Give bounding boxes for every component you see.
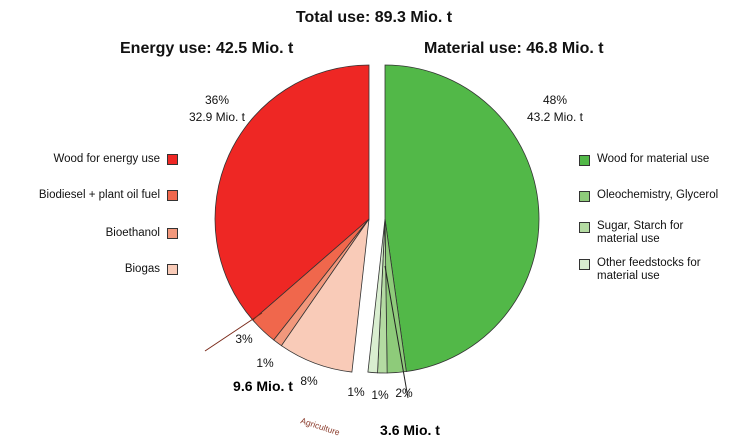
legend-swatch: [167, 227, 178, 239]
legend-swatch: [579, 155, 590, 166]
legend-label: Wood for material use: [597, 153, 710, 165]
slice-label-wood-energy-percent: 36%: [205, 93, 229, 107]
legend-swatch: [167, 189, 178, 201]
slice-label-wood-energy-amount: 32.9 Mio. t: [189, 110, 246, 124]
slice-label-biogas: 8%: [300, 374, 318, 388]
legend-item-wood-energy: Wood for energy use: [53, 153, 178, 165]
legend-swatch: [579, 259, 590, 270]
legend-item-oleochemistry: Oleochemistry, Glycerol: [579, 189, 747, 202]
chart-title: Total use: 89.3 Mio. t: [295, 9, 453, 26]
legend-label: Bioethanol: [105, 227, 160, 239]
slice-label-oleochemistry: 2%: [395, 386, 413, 400]
slice-label-wood-material-percent: 48%: [543, 93, 567, 107]
pie-slice-wood-for-material-use: [384, 64, 540, 372]
slice-label-sugar-starch: 1%: [371, 388, 389, 402]
energy-use-subtitle: Energy use: 42.5 Mio. t: [120, 40, 294, 57]
slice-label-other-feedstocks: 1%: [347, 385, 365, 399]
slice-label-wood-material-amount: 43.2 Mio. t: [527, 110, 584, 124]
slice-label-biodiesel: 3%: [235, 332, 253, 346]
legend-swatch: [167, 263, 178, 275]
legend-item-sugar-starch: Sugar, Starch for material use: [579, 220, 715, 246]
legend-label: Biogas: [124, 263, 160, 275]
legend-item-wood-material: Wood for material use: [579, 153, 747, 166]
legend-swatch: [579, 222, 590, 233]
pie-slice-wood-for-energy-use: [214, 64, 370, 321]
energy-agriculture-total: 9.6 Mio. t: [233, 378, 293, 394]
legend-label: Oleochemistry, Glycerol: [597, 189, 719, 201]
legend-label: Other feedstocks for material use: [597, 257, 701, 282]
material-use-subtitle: Material use: 46.8 Mio. t: [424, 40, 604, 57]
legend-label: Biodiesel + plant oil fuel: [38, 189, 160, 201]
pie-slice-other-feedstocks-for-material-use: [367, 218, 386, 374]
material-agriculture-total: 3.6 Mio. t: [380, 422, 440, 438]
slice-label-bioethanol: 1%: [256, 356, 274, 370]
legend-swatch: [579, 191, 590, 202]
legend-item-bioethanol: Bioethanol: [106, 227, 178, 239]
material-agriculture-leader: [384, 265, 409, 399]
legend-item-other-feedstocks: Other feedstocks for material use: [579, 257, 715, 283]
legend-label: Sugar, Starch for material use: [597, 220, 684, 245]
energy-agriculture-leader: [204, 312, 263, 352]
legend-swatch: [167, 153, 178, 165]
agriculture-annotation: Agriculture: [299, 415, 341, 437]
legend-item-biodiesel: Biodiesel + plant oil fuel: [39, 189, 178, 201]
pie-slice-biogas: [280, 218, 370, 373]
legend-label: Wood for energy use: [53, 153, 160, 165]
legend-item-biogas: Biogas: [125, 263, 178, 275]
